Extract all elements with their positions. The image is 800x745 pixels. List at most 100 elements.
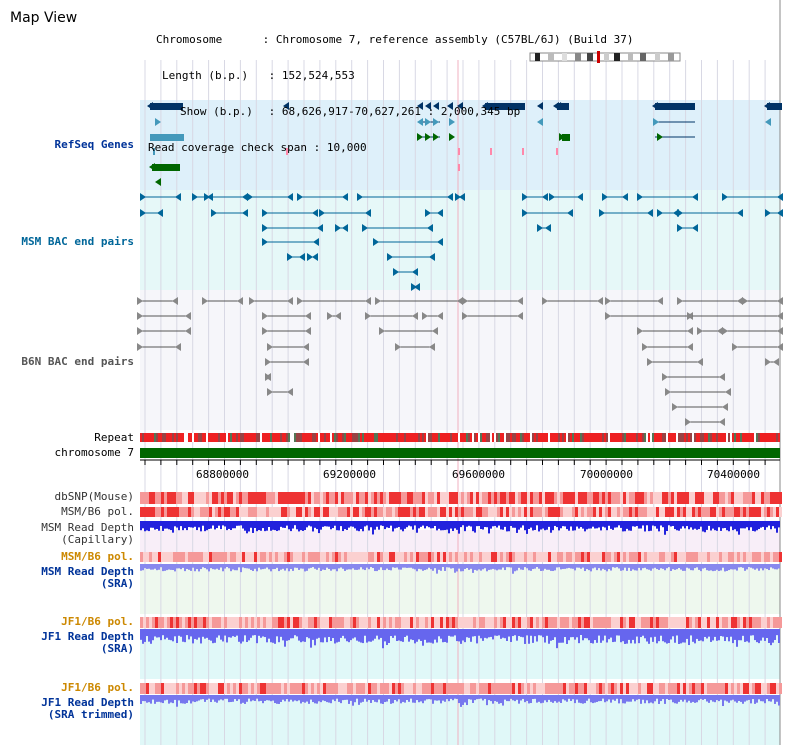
depth-bar [234,521,236,529]
depth-bar [140,564,142,571]
heat-mark [464,507,467,517]
track-label-jf1-read-trim-line1: JF1 Read Depth [41,696,134,709]
depth-bar [160,629,162,641]
depth-bar [744,521,746,529]
heat-mark [182,507,185,517]
heat-mark [752,552,755,562]
depth-bar [274,564,276,570]
depth-bar [690,521,692,528]
track-label-msm-b6-pol-2: MSM/B6 pol. [61,550,134,563]
depth-bar [736,629,738,647]
depth-bar [390,521,392,526]
depth-bar [690,695,692,703]
depth-bar [556,695,558,703]
depth-bar [564,695,566,701]
repeat-mark [660,433,662,442]
depth-bar [492,521,494,527]
heat-mark [149,507,152,517]
depth-bar [330,521,332,530]
depth-bar [186,521,188,531]
depth-bar [598,695,600,702]
ideogram-band [640,53,646,61]
depth-bar [314,695,316,704]
repeat-mark [532,433,534,442]
depth-bar [696,564,698,568]
depth-bar [246,695,248,702]
depth-bar [178,564,180,569]
feature-arrow [637,327,643,335]
heat-mark [347,617,350,628]
depth-bar [346,629,348,642]
heat-mark [653,507,656,517]
heat-mark [278,552,281,562]
depth-bar [768,564,770,571]
heat-mark [647,507,650,517]
depth-bar [446,629,448,643]
heat-mark [728,617,731,628]
heat-mark [617,683,620,694]
depth-bar [426,564,428,570]
heat-mark [236,507,239,517]
heat-mark [296,492,299,504]
depth-bar [204,629,206,639]
heat-mark [554,552,557,562]
feature-arrow [433,133,439,141]
depth-bar [298,629,300,641]
heat-mark [230,507,233,517]
feature-arrow [242,209,248,217]
repeat-mark [424,433,426,442]
heat-mark [446,617,449,628]
depth-bar [498,629,500,636]
depth-bar [240,695,242,704]
depth-bar [424,695,426,701]
depth-bar [344,695,346,700]
heat-mark [362,492,365,504]
heat-mark [191,492,194,504]
depth-bar [702,521,704,532]
depth-bar [548,629,550,644]
feature-arrow [299,253,305,261]
heat-mark [398,492,401,504]
depth-bar [414,695,416,703]
depth-bar [338,564,340,569]
feature-arrow [542,297,548,305]
depth-bar [606,629,608,643]
depth-bar [768,695,770,702]
heat-mark [368,492,371,504]
depth-bar [212,521,214,526]
gene-block [150,134,184,141]
heat-mark [389,492,392,504]
heat-mark [467,552,470,562]
depth-bar [368,629,370,642]
heat-mark [518,683,521,694]
heat-mark [482,492,485,504]
heat-mark [749,507,752,517]
depth-bar [534,521,536,530]
depth-bar [558,629,560,643]
depth-bar [160,564,162,568]
repeat-mark [596,433,598,442]
heat-mark [311,617,314,628]
heat-mark [584,552,587,562]
depth-bar [526,521,528,534]
heat-mark [470,492,473,504]
heat-mark [314,617,317,628]
heat-mark [545,492,548,504]
heat-mark [602,683,605,694]
heat-mark [377,552,380,562]
depth-bar [696,695,698,703]
heat-mark [158,507,161,517]
depth-bar [716,629,718,641]
depth-bar [646,695,648,701]
depth-bar [518,629,520,637]
depth-bar [660,564,662,569]
heat-mark [506,617,509,628]
depth-bar [720,564,722,571]
depth-bar [404,629,406,637]
feature-arrow [297,297,303,305]
heat-mark [494,492,497,504]
depth-bar [498,695,500,704]
repeat-mark [494,433,496,442]
depth-bar [716,521,718,531]
